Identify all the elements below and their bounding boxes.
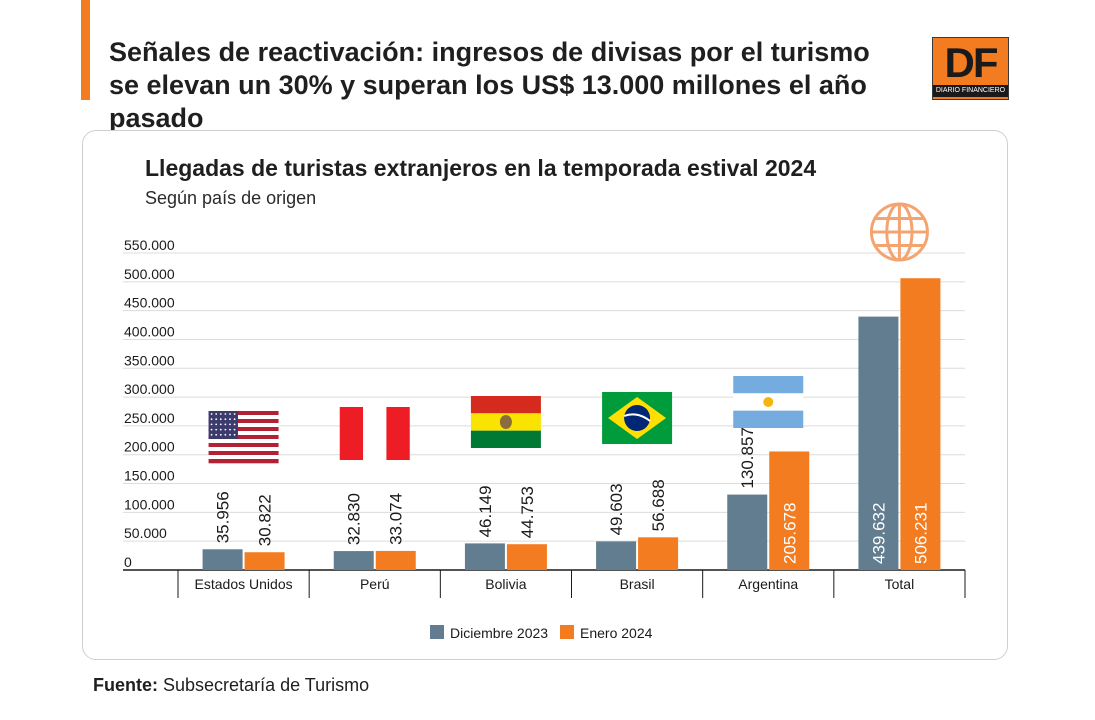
y-tick-label: 550.000 [124, 237, 175, 253]
argentina-flag [733, 376, 804, 428]
bar [900, 278, 941, 570]
y-tick-label: 400.000 [124, 323, 175, 339]
y-tick-label: 500.000 [124, 266, 175, 282]
y-tick-label: 200.000 [124, 439, 175, 455]
y-tick-label: 250.000 [124, 410, 175, 426]
brazil-flag [602, 392, 673, 444]
data-label: 35.956 [214, 491, 233, 543]
y-tick-label: 450.000 [124, 295, 175, 311]
source-label: Fuente: [93, 675, 158, 695]
bar [638, 537, 679, 570]
y-tick-label: 350.000 [124, 352, 175, 368]
legend-label: Enero 2024 [580, 625, 653, 641]
data-label: 205.678 [780, 503, 799, 564]
y-tick-label: 300.000 [124, 381, 175, 397]
usa-flag [208, 411, 279, 464]
legend-swatch [560, 625, 574, 639]
legend: Diciembre 2023 Enero 2024 [430, 625, 653, 641]
category-label: Estados Unidos [195, 576, 293, 592]
logo-mark: DF [944, 39, 999, 86]
accent-bar [81, 0, 90, 100]
bar [202, 549, 243, 570]
globe-icon [869, 202, 929, 262]
data-label: 30.822 [256, 494, 275, 546]
bar [769, 451, 810, 570]
bolivia-flag [470, 396, 541, 448]
y-tick-label: 0 [124, 554, 132, 570]
category-label: Perú [360, 576, 390, 592]
legend-swatch [430, 625, 444, 639]
chart-title: Llegadas de turistas extranjeros en la t… [145, 155, 817, 181]
data-label: 506.231 [911, 503, 930, 564]
bar [858, 316, 899, 570]
bar [464, 543, 505, 570]
logo-subtext: DIARIO FINANCIERO [933, 85, 1008, 97]
category-label: Bolivia [485, 576, 526, 592]
source-text: Subsecretaría de Turismo [163, 675, 370, 695]
headline: Señales de reactivación: ingresos de div… [109, 37, 870, 133]
category-label: Brasil [620, 576, 655, 592]
category-label: Total [885, 576, 915, 592]
bar [506, 544, 547, 570]
bar [244, 552, 285, 570]
bar [333, 551, 374, 570]
data-label: 56.688 [649, 479, 668, 531]
y-tick-label: 150.000 [124, 468, 175, 484]
data-label: 44.753 [518, 486, 537, 538]
bar [375, 550, 416, 570]
df-logo: DF DIARIO FINANCIERO [932, 37, 1009, 100]
category-label: Argentina [738, 576, 798, 592]
peru-flag [339, 407, 410, 460]
bar [727, 494, 768, 570]
chart-subtitle: Según país de origen [145, 188, 317, 208]
y-tick-label: 100.000 [124, 496, 175, 512]
y-tick-label: 50.000 [124, 525, 167, 541]
chart-card [82, 130, 1008, 660]
source-note: Fuente: Subsecretaría de Turismo [93, 675, 369, 696]
data-label: 130.857 [738, 427, 757, 488]
data-label: 33.074 [387, 493, 406, 545]
data-label: 46.149 [476, 485, 495, 537]
bar [596, 541, 637, 570]
legend-label: Diciembre 2023 [450, 625, 548, 641]
data-label: 439.632 [869, 503, 888, 564]
data-label: 32.830 [345, 493, 364, 545]
data-label: 49.603 [607, 483, 626, 535]
